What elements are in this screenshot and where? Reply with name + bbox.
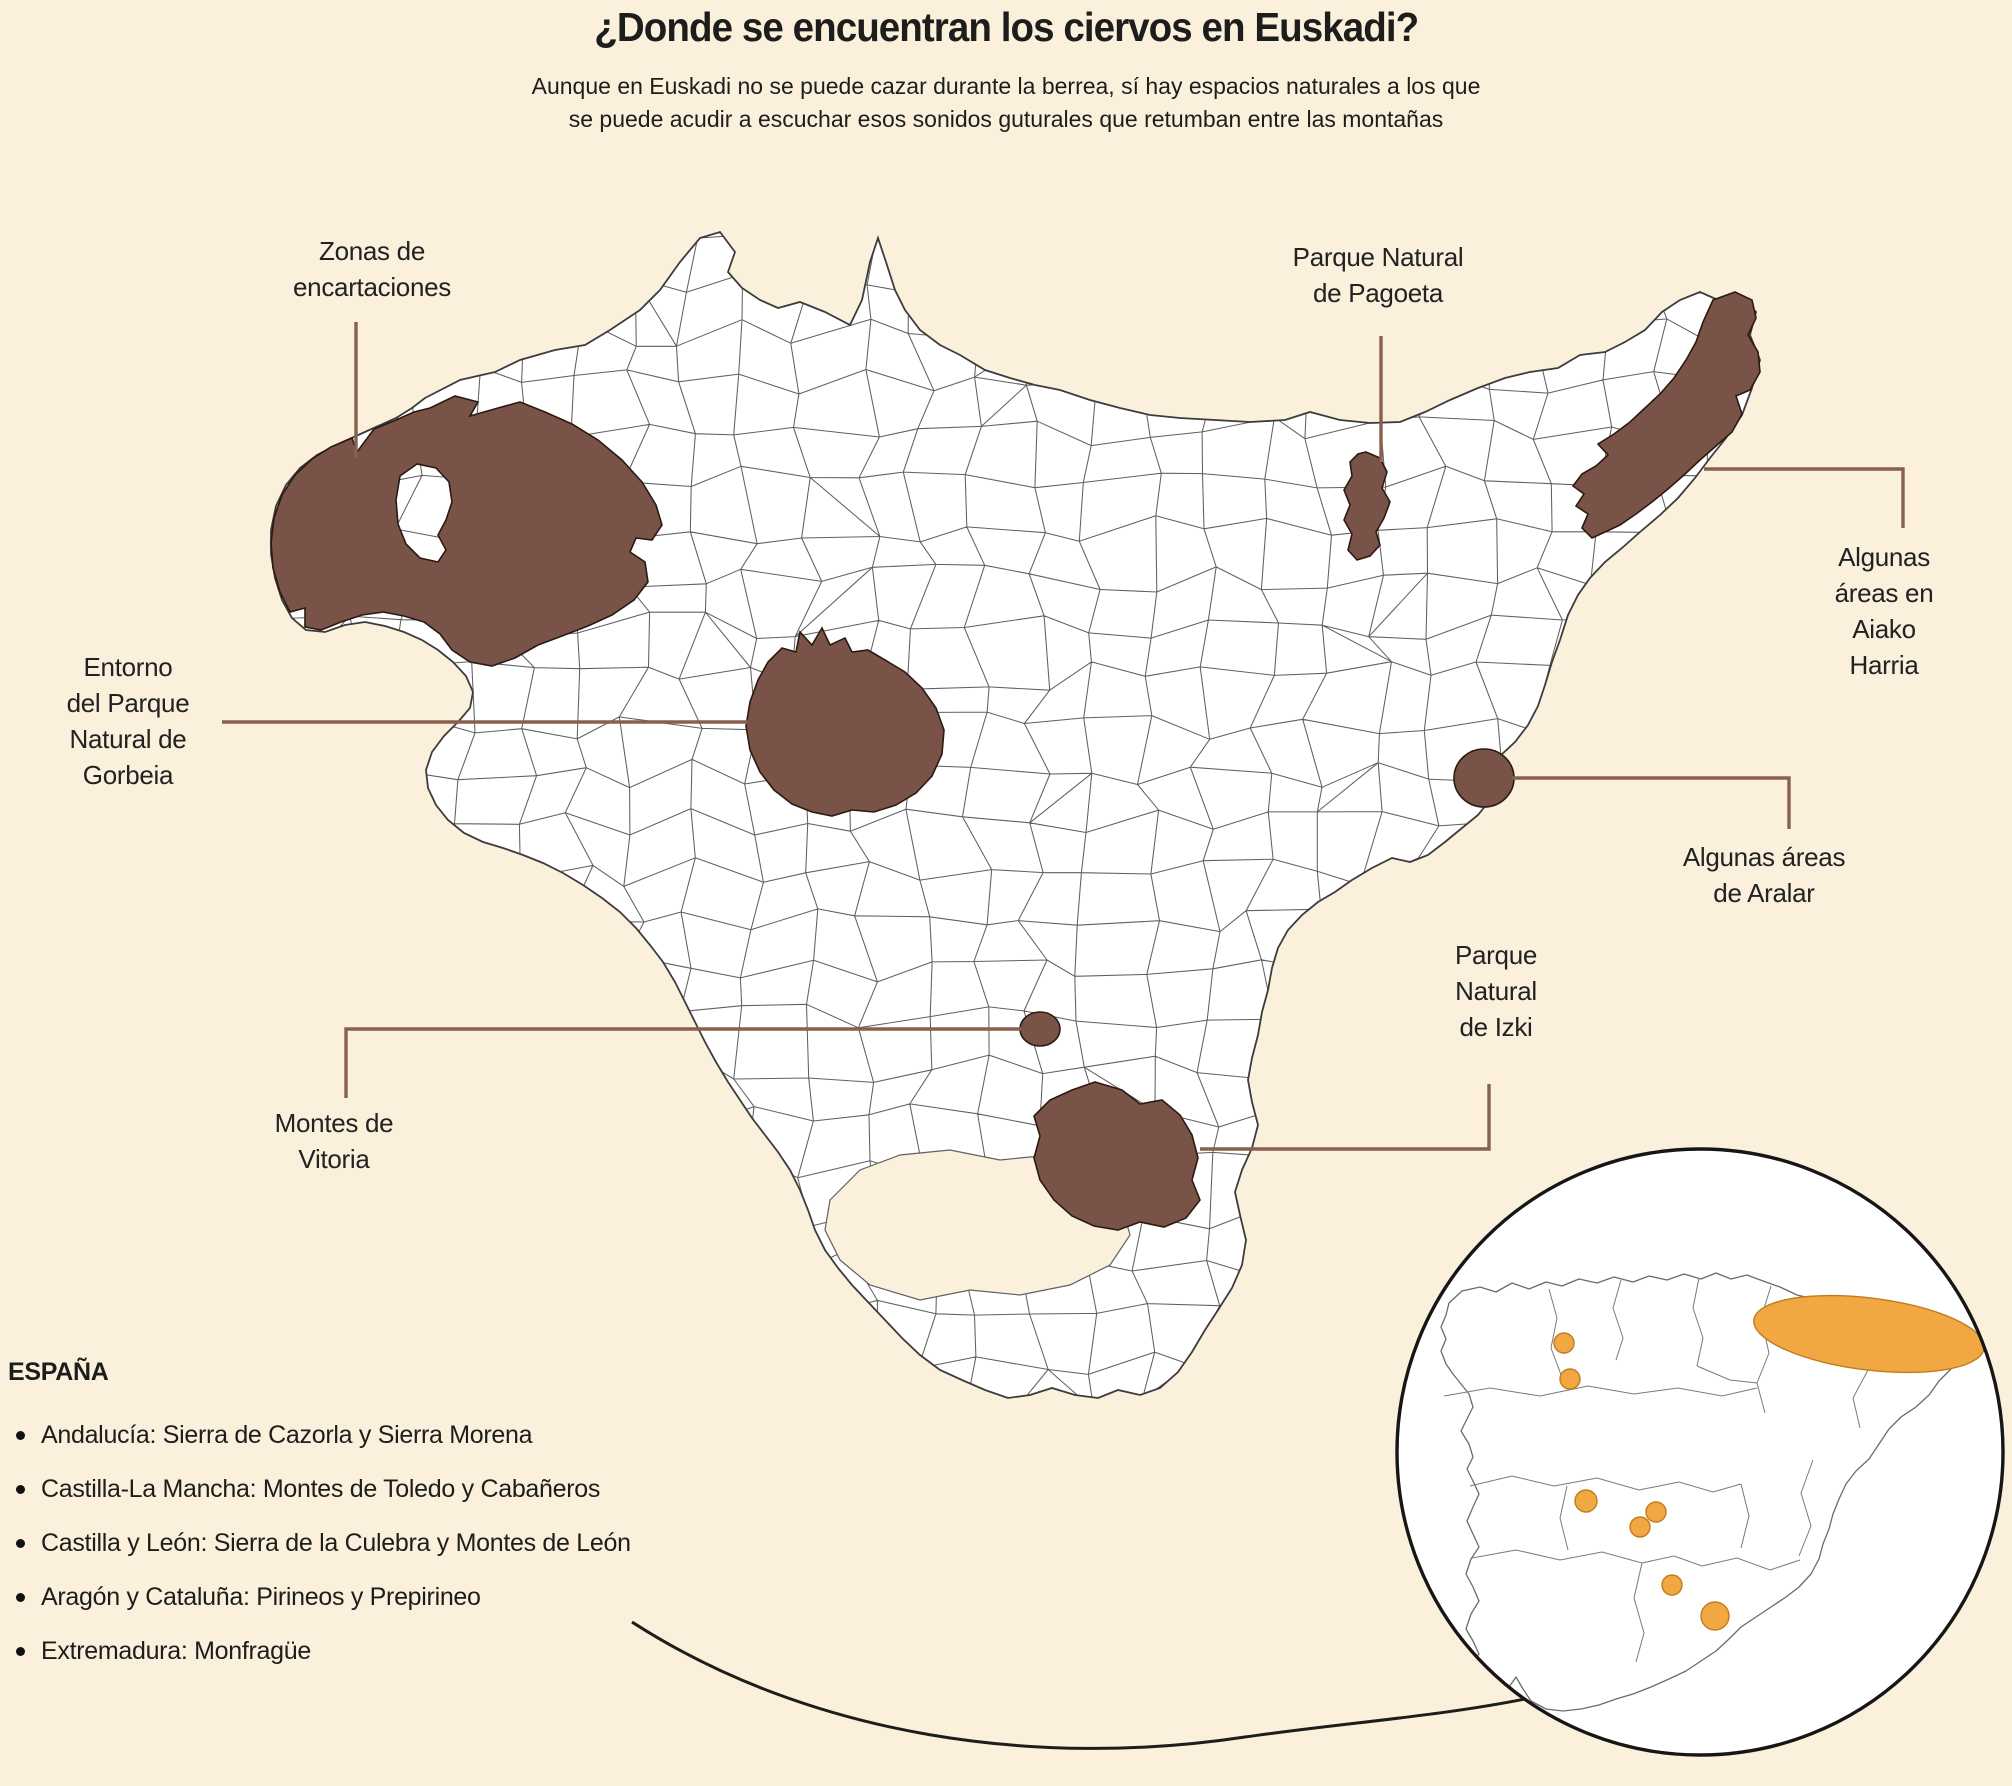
- region-encartaciones: [270, 395, 663, 667]
- legend-item-text: Castilla y León: Sierra de la Culebra y …: [41, 1529, 631, 1557]
- bullet-icon: [16, 1431, 25, 1440]
- deer-location-marker: [1661, 1574, 1683, 1596]
- deer-markers: [1553, 1294, 1985, 1631]
- spain-inset: [1395, 1147, 2005, 1757]
- label-montes-vitoria: Montes de Vitoria: [274, 1108, 394, 1174]
- region-aiako-harria: [1571, 291, 1761, 539]
- legend-item: Castilla y León: Sierra de la Culebra y …: [8, 1529, 828, 1558]
- label-parque-pagoeta: Parque Natural de Pagoeta: [1292, 242, 1464, 308]
- deer-location-marker: [1553, 1332, 1575, 1354]
- deer-location-marker: [1559, 1368, 1581, 1390]
- label-gorbeia: Entorno del Parque Natural de Gorbeia: [66, 652, 190, 790]
- label-parque-izki: Parque Natural de Izki: [1454, 940, 1538, 1042]
- label-aralar: Algunas áreas de Aralar: [1682, 842, 1846, 908]
- bullet-icon: [16, 1593, 25, 1602]
- euskadi-map: [222, 231, 1905, 1399]
- legend-item: Castilla-La Mancha: Montes de Toledo y C…: [8, 1475, 828, 1504]
- region-gorbeia: [745, 626, 945, 817]
- legend-item-text: Andalucía: Sierra de Cazorla y Sierra Mo…: [41, 1421, 533, 1449]
- page-title: ¿Donde se encuentran los ciervos en Eusk…: [594, 4, 1419, 50]
- legend-item: Aragón y Cataluña: Pirineos y Prepirineo: [8, 1583, 828, 1612]
- deer-location-marker: [1700, 1601, 1730, 1631]
- leader-izki: [1200, 1084, 1491, 1151]
- region-pagoeta: [1343, 451, 1391, 561]
- legend-list: Andalucía: Sierra de Cazorla y Sierra Mo…: [8, 1421, 828, 1666]
- deer-location-marker: [1629, 1516, 1651, 1538]
- region-montes-vitoria-dot: [1019, 1011, 1061, 1047]
- label-zonas-encartaciones: Zonas de encartaciones: [293, 236, 451, 302]
- label-aiako-harria: Algunas áreas en Aiako Harria: [1834, 542, 1934, 680]
- region-izki: [1033, 1081, 1201, 1231]
- bullet-icon: [16, 1539, 25, 1548]
- deer-regions: [270, 291, 1761, 1231]
- leader-aiako: [1704, 467, 1905, 528]
- spain-legend: ESPAÑA Andalucía: Sierra de Cazorla y Si…: [8, 1358, 828, 1691]
- inset-circle-border: [1395, 1147, 2005, 1757]
- bullet-icon: [16, 1485, 25, 1494]
- bullet-icon: [16, 1647, 25, 1656]
- legend-item-text: Aragón y Cataluña: Pirineos y Prepirineo: [41, 1583, 481, 1611]
- leader-lines: [222, 322, 1905, 1151]
- deer-location-marker: [1645, 1501, 1667, 1523]
- legend-title: ESPAÑA: [8, 1358, 109, 1386]
- leader-aralar: [1512, 776, 1791, 829]
- leader-vitoria: [344, 1027, 1021, 1098]
- legend-item-text: Castilla-La Mancha: Montes de Toledo y C…: [41, 1475, 601, 1503]
- legend-item-text: Extremadura: Monfragüe: [41, 1637, 311, 1665]
- legend-item: Andalucía: Sierra de Cazorla y Sierra Mo…: [8, 1421, 828, 1450]
- deer-location-marker: [1574, 1489, 1598, 1513]
- connector-curve: [631, 1620, 1531, 1750]
- region-aralar-dot: [1453, 748, 1515, 808]
- legend-item: Extremadura: Monfragüe: [8, 1637, 828, 1666]
- page-subtitle: Aunque en Euskadi no se puede cazar dura…: [531, 73, 1481, 133]
